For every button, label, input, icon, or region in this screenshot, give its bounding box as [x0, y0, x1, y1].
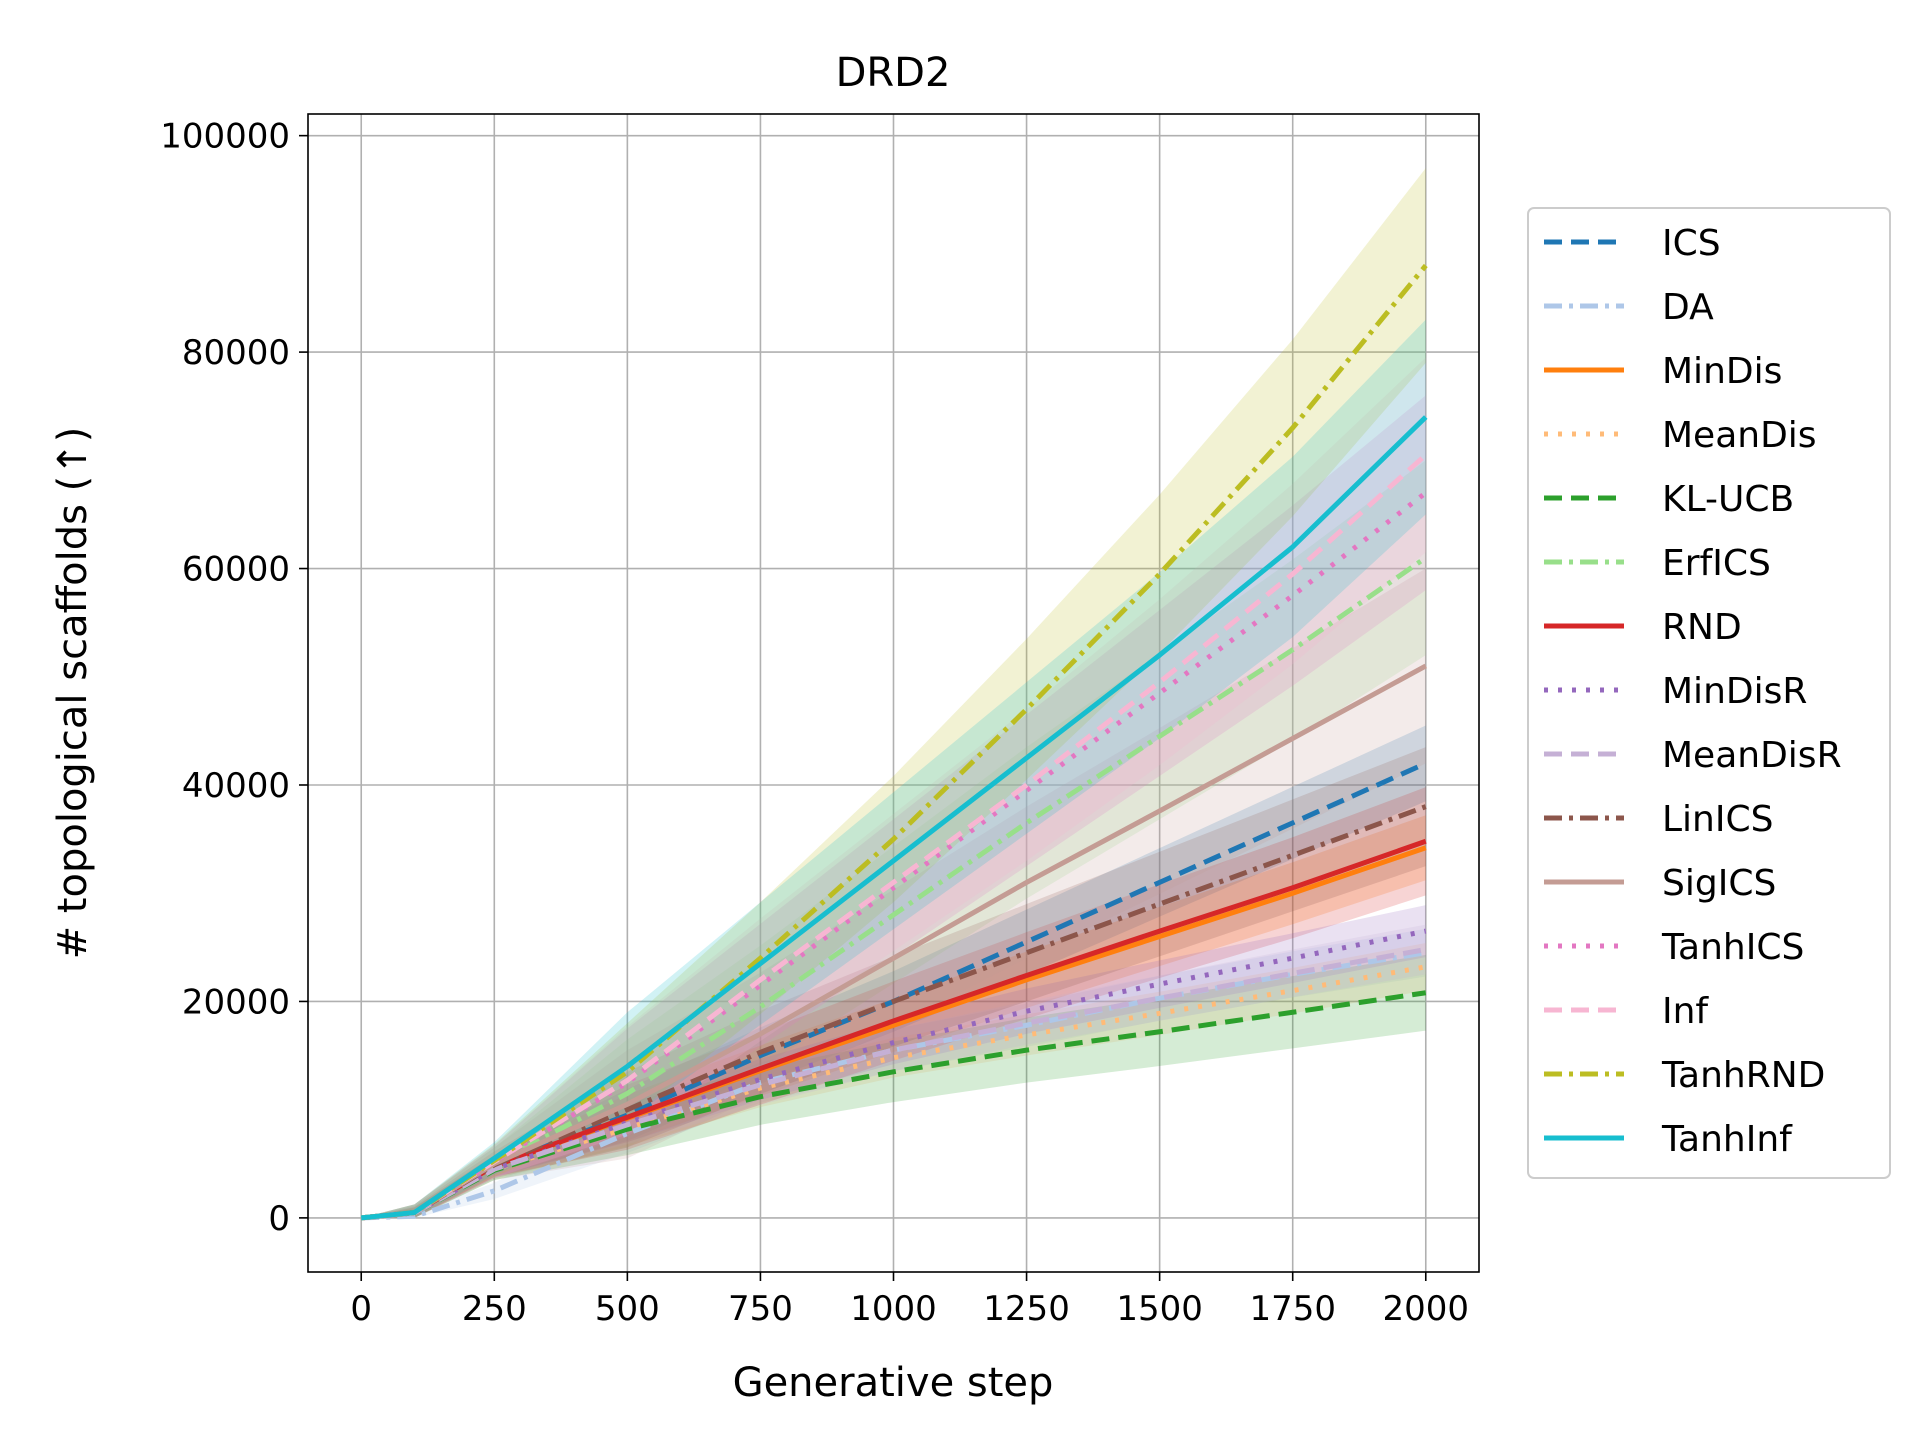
legend: ICS DA MinDis MeanDis KL-UCB ErfICS RND MinDisR…: [1527, 207, 1891, 1179]
legend-label-tanhinf: TanhInf: [1661, 1119, 1793, 1160]
legend-box: [1527, 207, 1891, 1179]
x-tick-label: 1500: [1116, 1289, 1203, 1329]
legend-label-mindis: MinDis: [1662, 351, 1782, 392]
y-tick-label: 20000: [182, 982, 290, 1022]
band-kl-ucb: [361, 954, 1426, 1218]
x-tick-label: 2000: [1383, 1289, 1470, 1329]
legend-label-meandisr: MeanDisR: [1662, 735, 1842, 776]
y-axis-label: # topological scaffolds (↑): [50, 427, 96, 960]
chart-title: DRD2: [836, 50, 951, 96]
legend-label-kl-ucb: KL-UCB: [1662, 479, 1794, 520]
legend-label-erfics: ErfICS: [1662, 543, 1771, 584]
legend-label-rnd: RND: [1662, 607, 1742, 648]
series-line-inf: [360, 453, 1428, 1221]
series-line-tanhinf: [360, 415, 1428, 1221]
band-sigics: [361, 568, 1426, 1218]
series-lines: [360, 263, 1428, 1221]
legend-label-meandis: MeanDis: [1662, 415, 1817, 456]
x-tick-label: 1750: [1249, 1289, 1336, 1329]
y-tick-label: 60000: [182, 550, 290, 590]
legend-label-linics: LinICS: [1662, 799, 1773, 840]
legend-label-sigics: SigICS: [1662, 863, 1776, 904]
x-tick-label: 1250: [983, 1289, 1070, 1329]
x-tick-label: 250: [462, 1289, 527, 1329]
x-axis-label: Generative step: [733, 1360, 1054, 1406]
y-tick-label: 80000: [182, 333, 290, 373]
x-tick-label: 750: [728, 1289, 793, 1329]
legend-label-tanhics: TanhICS: [1661, 927, 1804, 968]
y-tick-label: 100000: [160, 117, 290, 157]
x-tick-label: 0: [350, 1289, 372, 1329]
band-mindisr: [361, 905, 1426, 1218]
legend-label-inf: Inf: [1662, 991, 1709, 1032]
x-tick-label: 500: [595, 1289, 660, 1329]
band-da: [361, 928, 1426, 1218]
y-tick-label: 40000: [182, 766, 290, 806]
band-linics: [361, 747, 1426, 1218]
legend-label-mindisr: MinDisR: [1662, 671, 1807, 712]
y-tick-label: 0: [268, 1199, 290, 1239]
x-tick-label: 1000: [850, 1289, 937, 1329]
legend-label-ics: ICS: [1662, 223, 1721, 264]
legend-label-da: DA: [1662, 287, 1714, 328]
legend-label-tanhrnd: TanhRND: [1661, 1055, 1825, 1096]
axis-ticks: 0 250 500 750 1000 1250 1500 1750 20000200004000…: [160, 117, 1469, 1329]
